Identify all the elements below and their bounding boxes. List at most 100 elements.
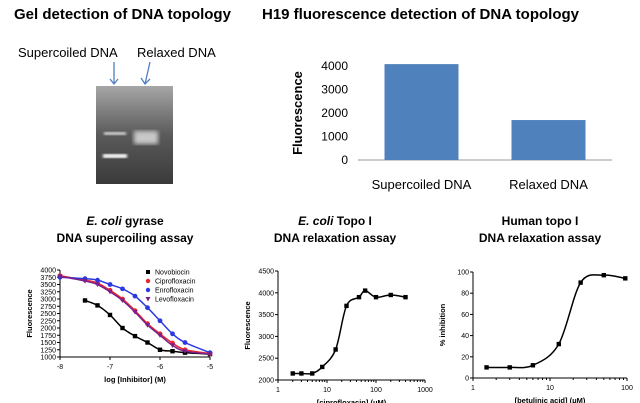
g2-point-0-1 bbox=[299, 371, 304, 376]
g1-x-tick-1: -7 bbox=[107, 364, 113, 371]
g1-point-2-9 bbox=[182, 340, 188, 345]
g3-x-tick-1: 10 bbox=[546, 385, 554, 392]
g1-x-tick-0: -8 bbox=[57, 364, 63, 371]
g2-y-tick-1: 2500 bbox=[258, 356, 274, 363]
g2-x-tick-2: 100 bbox=[370, 387, 382, 394]
panel3-subtitle: DNA relaxation assay bbox=[478, 231, 602, 245]
bar-0 bbox=[384, 64, 459, 160]
g3-x-tick-2: 100 bbox=[621, 385, 633, 392]
g2-point-0-6 bbox=[356, 294, 362, 300]
g2-x-label: [ciprofloxacin] (μM) bbox=[317, 398, 387, 403]
g1-point-0-6 bbox=[157, 347, 163, 352]
g3-y-tick-2: 40 bbox=[461, 333, 469, 340]
g2-x-tick-1: 10 bbox=[323, 387, 331, 394]
bar-y-label: Fluorescence bbox=[290, 71, 305, 155]
panel2-title-line1: E. coli Topo I bbox=[245, 213, 425, 230]
g1-curve-0 bbox=[84, 299, 211, 355]
bar-category-0: Supercoiled DNA bbox=[372, 177, 472, 192]
panel1-title-rest: gyrase bbox=[121, 214, 164, 228]
g1-legend-label-3: Levofloxacin bbox=[155, 297, 194, 304]
g1-y-tick-0: 1000 bbox=[40, 355, 56, 362]
g3-y-tick-3: 60 bbox=[461, 312, 469, 319]
g1-point-3-4 bbox=[119, 298, 126, 304]
g1-point-3-1 bbox=[82, 279, 88, 284]
g2-y-tick-5: 4500 bbox=[258, 269, 274, 276]
bar-y-tick-1: 1000 bbox=[321, 130, 348, 144]
g2-y-tick-4: 4000 bbox=[258, 290, 274, 297]
g1-y-tick-7: 2750 bbox=[40, 304, 56, 311]
g1-point-0-0 bbox=[82, 298, 88, 303]
g1-point-3-10 bbox=[207, 352, 213, 357]
g1-y-tick-10: 3500 bbox=[40, 282, 56, 289]
g1-point-0-7 bbox=[170, 349, 175, 354]
panel2-title-italic: E. coli bbox=[298, 214, 334, 228]
g2-y-label: Fluorescence bbox=[243, 301, 252, 349]
g2-point-0-7 bbox=[362, 288, 368, 293]
g2-point-0-4 bbox=[333, 347, 338, 352]
g1-point-3-3 bbox=[107, 289, 113, 295]
g1-point-0-2 bbox=[107, 312, 113, 318]
panel3-title-line1: Human topo I bbox=[501, 214, 579, 228]
g3-x-tick-0: 1 bbox=[471, 385, 475, 392]
g1-point-0-1 bbox=[95, 303, 100, 308]
g1-y-tick-2: 1500 bbox=[40, 340, 56, 347]
g1-point-3-9 bbox=[182, 349, 188, 354]
bar-1 bbox=[511, 120, 586, 160]
g2-point-0-10 bbox=[403, 294, 408, 300]
bar-y-tick-4: 4000 bbox=[321, 59, 348, 73]
g1-x-tick-3: -5 bbox=[207, 364, 213, 371]
g1-y-tick-12: 4000 bbox=[40, 268, 56, 275]
g1-legend-label-0: Novobiocin bbox=[155, 270, 190, 277]
panel1-subtitle: DNA supercoiling assay bbox=[56, 231, 194, 245]
gel-band-relaxed bbox=[134, 131, 158, 144]
g2-point-0-2 bbox=[310, 371, 315, 376]
g1-point-2-3 bbox=[107, 282, 113, 287]
g2-y-tick-2: 3000 bbox=[258, 334, 274, 341]
g3-point-0-6 bbox=[623, 276, 628, 281]
g1-point-0-4 bbox=[132, 333, 138, 339]
panel2-subtitle: DNA relaxation assay bbox=[273, 231, 397, 245]
g2-y-tick-3: 3500 bbox=[258, 312, 274, 319]
g1-legend-label-2: Enrofloxacin bbox=[155, 288, 194, 295]
g3-point-0-2 bbox=[530, 363, 536, 368]
g1-point-2-5 bbox=[132, 293, 138, 299]
gel-band-supercoiled bbox=[103, 154, 127, 158]
gel-title: Gel detection of DNA topology bbox=[14, 6, 231, 23]
panel3-title: Human topo I DNA relaxation assay bbox=[450, 213, 630, 247]
g1-legend-marker-2 bbox=[145, 287, 151, 293]
g2-point-0-3 bbox=[320, 364, 325, 370]
g2-point-0-5 bbox=[344, 303, 349, 309]
g2-point-0-0 bbox=[290, 371, 295, 376]
g1-y-tick-9: 3250 bbox=[40, 289, 56, 296]
gel-image bbox=[96, 61, 173, 184]
g3-x-label: [betulinic acid] (μM) bbox=[515, 396, 586, 403]
g1-legend-marker-1 bbox=[145, 278, 151, 284]
g1-point-0-3 bbox=[120, 325, 125, 331]
g3-point-0-3 bbox=[556, 341, 561, 347]
g1-legend-marker-0 bbox=[146, 270, 150, 274]
g1-x-tick-2: -6 bbox=[157, 364, 163, 371]
panel2-title-rest: Topo I bbox=[333, 214, 372, 228]
gel-label-supercoiled: Supercoiled DNA bbox=[18, 45, 118, 60]
panel1-title-line1: E. coli gyrase bbox=[40, 213, 210, 230]
g2-x-tick-0: 1 bbox=[276, 387, 280, 394]
g1-point-2-4 bbox=[120, 286, 125, 292]
g1-point-2-7 bbox=[157, 318, 163, 324]
g1-y-tick-8: 3000 bbox=[40, 297, 56, 304]
g3-curve-0 bbox=[486, 274, 626, 369]
g1-x-label: log [Inhibitor] (M) bbox=[104, 375, 166, 384]
g3-point-0-1 bbox=[507, 365, 512, 370]
g1-point-2-6 bbox=[145, 305, 150, 311]
g1-point-0-5 bbox=[145, 340, 150, 345]
arrow-supercoiled-icon bbox=[109, 62, 119, 86]
g1-point-3-8 bbox=[169, 343, 176, 348]
g2-y-tick-0: 2000 bbox=[258, 378, 274, 385]
g1-point-3-6 bbox=[144, 323, 151, 328]
bar-y-tick-2: 2000 bbox=[321, 106, 348, 120]
g1-legend-label-1: Ciprofloxacin bbox=[155, 279, 196, 286]
g1-y-tick-5: 2250 bbox=[40, 318, 56, 325]
g3-y-label: % inhibition bbox=[438, 303, 447, 346]
bar-category-1: Relaxed DNA bbox=[509, 177, 588, 192]
panel1-title-italic: E. coli bbox=[86, 214, 122, 228]
bar-y-tick-3: 3000 bbox=[321, 83, 348, 97]
